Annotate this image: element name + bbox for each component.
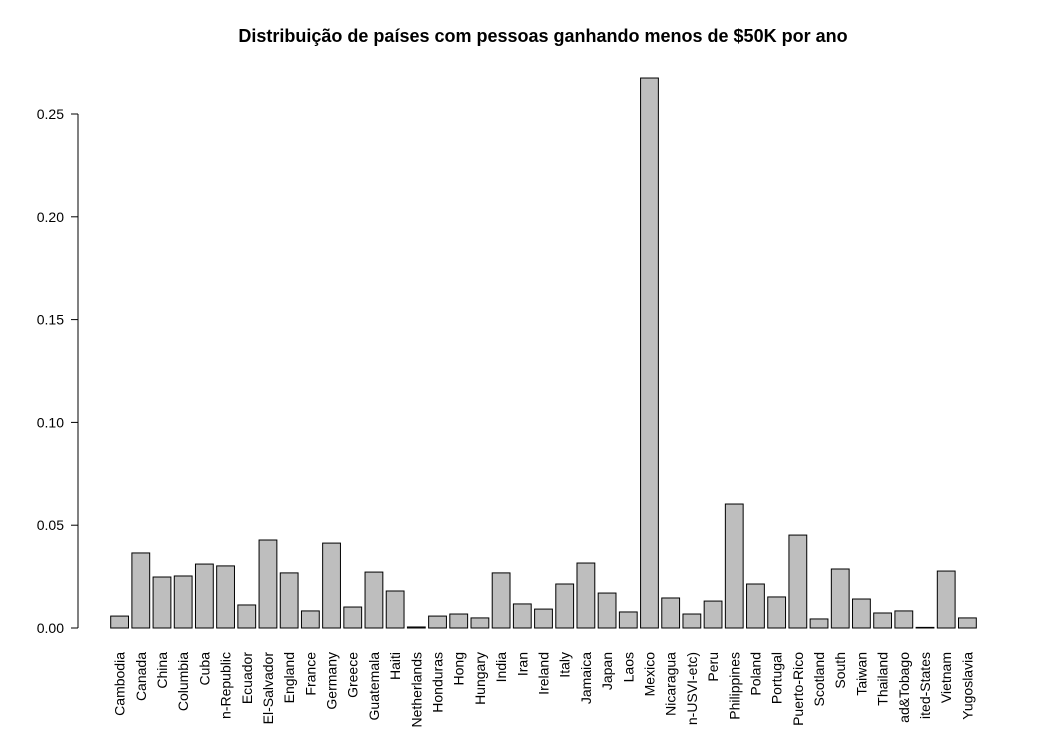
x-tick-label: Iran <box>514 652 530 676</box>
bar <box>597 592 617 629</box>
bar <box>873 612 893 629</box>
x-tick-label: El-Salvador <box>260 652 276 725</box>
x-tick-label: Haiti <box>387 652 403 680</box>
x-tick-label: n-USVI-etc) <box>684 652 700 725</box>
bar <box>534 608 553 629</box>
x-tick-label: Italy <box>557 652 573 678</box>
x-tick-label: Germany <box>324 652 340 710</box>
bar <box>661 597 681 629</box>
x-tick-label: Vietnam <box>938 652 954 703</box>
x-tick-label: Columbia <box>175 652 191 711</box>
x-tick-label: n-Republic <box>218 652 234 719</box>
x-tick-label: India <box>493 652 509 683</box>
bar <box>809 618 829 629</box>
x-tick-label: Scotland <box>811 652 827 706</box>
x-tick-label: Greece <box>345 652 361 698</box>
x-tick-label: Portugal <box>769 652 785 704</box>
bar <box>364 571 384 629</box>
bar <box>682 613 702 629</box>
bar <box>237 604 257 629</box>
x-tick-label: Jamaica <box>578 652 594 704</box>
bar <box>576 562 596 629</box>
y-tick-label: 0.20 <box>37 209 64 225</box>
bar <box>767 596 787 629</box>
x-tick-label: Taiwan <box>853 652 869 696</box>
x-tick-label: ad&Tobago <box>896 652 912 723</box>
bar <box>852 598 871 629</box>
bar <box>216 565 235 629</box>
y-tick-label: 0.05 <box>37 517 64 533</box>
x-tick-label: Yugoslavia <box>959 652 975 720</box>
x-tick-label: Ecuador <box>239 652 255 704</box>
bar <box>618 611 638 629</box>
bar <box>512 603 532 629</box>
bar <box>258 539 278 629</box>
x-tick-label: France <box>302 652 318 696</box>
x-tick-label: Nicaragua <box>663 652 679 716</box>
bar <box>343 606 363 629</box>
x-tick-label: Peru <box>705 652 721 682</box>
bar <box>449 613 469 629</box>
x-tick-label: China <box>154 652 170 689</box>
bar <box>470 617 490 629</box>
bar <box>131 552 151 629</box>
bar <box>724 503 744 629</box>
bar <box>936 570 956 629</box>
bar <box>406 626 426 629</box>
bar <box>110 615 129 629</box>
x-tick-label: South <box>832 652 848 689</box>
x-tick-label: Hong <box>451 652 467 685</box>
x-tick-label: Puerto-Rico <box>790 652 806 726</box>
x-tick-label: Laos <box>620 652 636 682</box>
x-tick-label: Netherlands <box>408 652 424 728</box>
x-tick-label: Ireland <box>536 652 552 695</box>
bar <box>152 576 172 629</box>
y-tick-label: 0.00 <box>37 620 64 636</box>
bar <box>300 610 320 629</box>
bar <box>279 572 299 629</box>
x-tick-label: Philippines <box>726 652 742 720</box>
x-tick-label: Guatemala <box>366 652 382 721</box>
bar <box>788 534 808 629</box>
bar <box>385 590 405 629</box>
x-tick-label: Cuba <box>196 652 212 686</box>
x-tick-label: ited-States <box>917 652 933 719</box>
x-tick-label: Thailand <box>875 652 891 706</box>
bar <box>428 615 447 629</box>
x-tick-label: Japan <box>599 652 615 690</box>
bar <box>322 542 341 629</box>
x-tick-label: Canada <box>133 652 149 701</box>
bar <box>958 617 977 629</box>
x-tick-label: Poland <box>747 652 763 696</box>
bar <box>173 575 193 629</box>
x-tick-label: England <box>281 652 297 703</box>
x-tick-label: Mexico <box>641 652 657 697</box>
chart-title: Distribuição de países com pessoas ganha… <box>238 26 847 46</box>
bar <box>915 626 935 629</box>
bar <box>194 563 214 629</box>
bar <box>894 610 914 629</box>
bar <box>746 583 765 629</box>
x-tick-label: Cambodia <box>112 652 128 716</box>
bar <box>830 568 850 629</box>
y-tick-label: 0.25 <box>37 106 64 122</box>
bar <box>491 572 511 629</box>
bar <box>555 583 575 629</box>
bar <box>703 600 723 629</box>
x-tick-label: Honduras <box>430 652 446 713</box>
bar <box>640 77 659 629</box>
y-tick-label: 0.15 <box>37 312 64 328</box>
y-tick-label: 0.10 <box>37 414 64 430</box>
x-tick-label: Hungary <box>472 652 488 705</box>
